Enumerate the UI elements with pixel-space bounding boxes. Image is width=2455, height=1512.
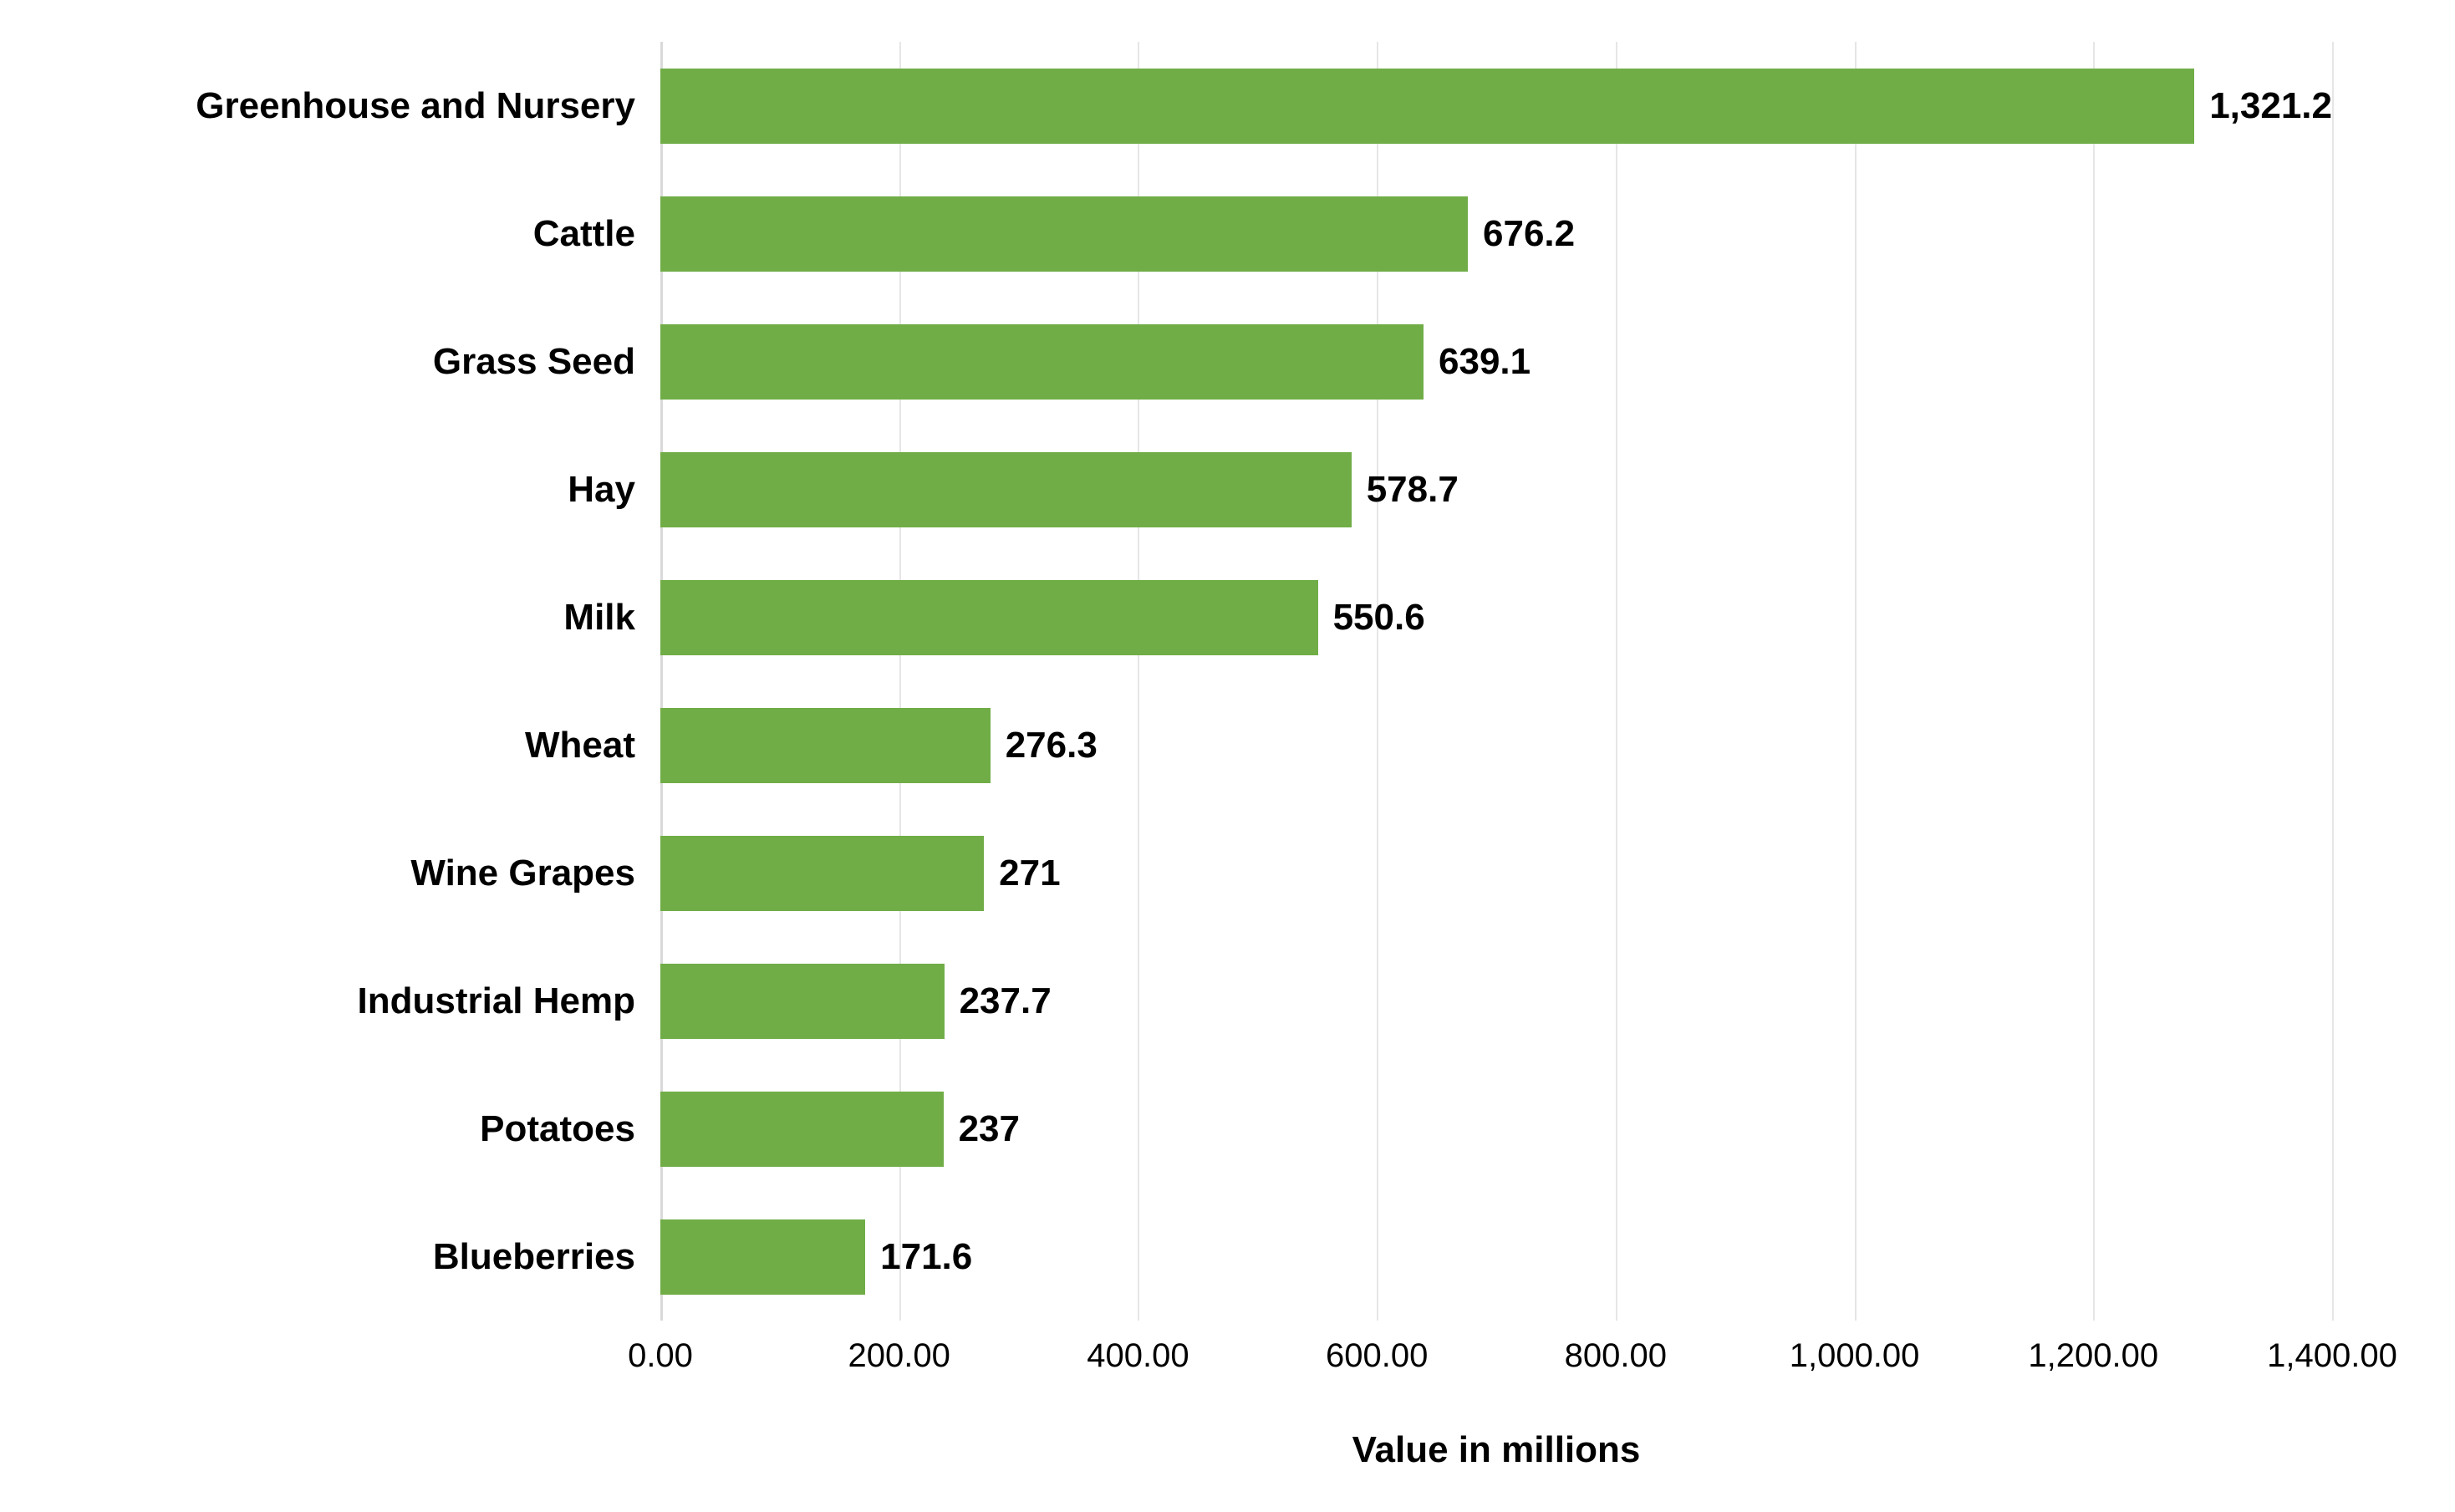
bar-row: Wheat276.3 (660, 708, 2332, 783)
bar-row: Hay578.7 (660, 452, 2332, 527)
bar-row: Cattle676.2 (660, 196, 2332, 272)
bar-value-label: 550.6 (1333, 597, 1425, 639)
bar-row: Wine Grapes271 (660, 836, 2332, 911)
x-tick-label: 600.00 (1326, 1337, 1428, 1375)
bar-value-label: 171.6 (880, 1236, 972, 1278)
bar-chart: 0.00 200.00 400.00 600.00 800.00 1,000.00 1,20… (0, 0, 2455, 1512)
bar (660, 836, 984, 911)
x-tick-label: 200.00 (848, 1337, 950, 1375)
bar-row: Grass Seed639.1 (660, 324, 2332, 400)
x-tick-label: 1,200.00 (2028, 1337, 2158, 1375)
bar-value-label: 1,321.2 (2209, 85, 2332, 127)
category-label: Wheat (525, 725, 635, 766)
bar (660, 964, 945, 1039)
bar-value-label: 639.1 (1439, 341, 1531, 383)
bar (660, 324, 1424, 400)
bar (660, 1092, 944, 1167)
category-label: Industrial Hemp (358, 980, 636, 1022)
bar (660, 196, 1468, 272)
bar-row: Potatoes237 (660, 1092, 2332, 1167)
category-label: Milk (563, 597, 635, 639)
gridline (2332, 42, 2334, 1321)
bar-row: Industrial Hemp237.7 (660, 964, 2332, 1039)
bar-row: Milk550.6 (660, 580, 2332, 655)
bar (660, 69, 2194, 144)
x-tick-label: 0.00 (628, 1337, 693, 1375)
bar-value-label: 237 (959, 1108, 1020, 1150)
x-tick-label: 1,000.00 (1790, 1337, 1920, 1375)
bar (660, 580, 1318, 655)
category-label: Grass Seed (433, 341, 635, 383)
x-tick-label: 1,400.00 (2267, 1337, 2397, 1375)
bar-value-label: 271 (999, 853, 1060, 894)
plot-area: 0.00200.00400.00600.00800.001,000.001,20… (660, 42, 2332, 1321)
bar-row: Blueberries171.6 (660, 1219, 2332, 1295)
x-tick-label: 800.00 (1565, 1337, 1667, 1375)
category-label: Potatoes (480, 1108, 635, 1150)
category-label: Greenhouse and Nursery (196, 85, 635, 127)
category-label: Blueberries (433, 1236, 635, 1278)
x-tick-label: 400.00 (1087, 1337, 1189, 1375)
category-label: Hay (568, 469, 635, 511)
x-axis-title: Value in millions (1352, 1429, 1641, 1471)
bar-value-label: 578.7 (1367, 469, 1459, 511)
bar-value-label: 237.7 (960, 980, 1052, 1022)
category-label: Cattle (533, 213, 635, 255)
bar-row: Greenhouse and Nursery1,321.2 (660, 69, 2332, 144)
bar (660, 452, 1352, 527)
bar-value-label: 276.3 (1006, 725, 1098, 766)
bar (660, 1219, 865, 1295)
bar (660, 708, 991, 783)
bar-value-label: 676.2 (1483, 213, 1575, 255)
category-label: Wine Grapes (410, 853, 635, 894)
